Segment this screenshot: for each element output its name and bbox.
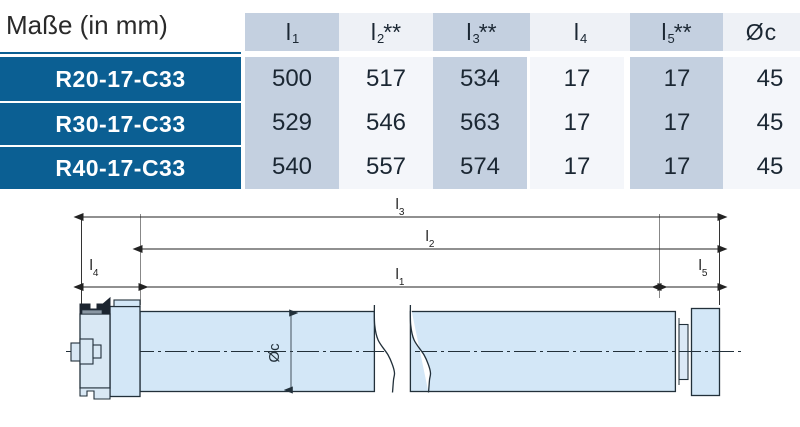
svg-text:l1: l1	[396, 266, 405, 288]
svg-text:l2: l2	[426, 228, 435, 250]
svg-text:l3: l3	[396, 196, 405, 218]
svg-text:l5: l5	[699, 257, 708, 279]
svg-text:l4: l4	[90, 257, 99, 279]
svg-text:Øc: Øc	[266, 343, 283, 363]
